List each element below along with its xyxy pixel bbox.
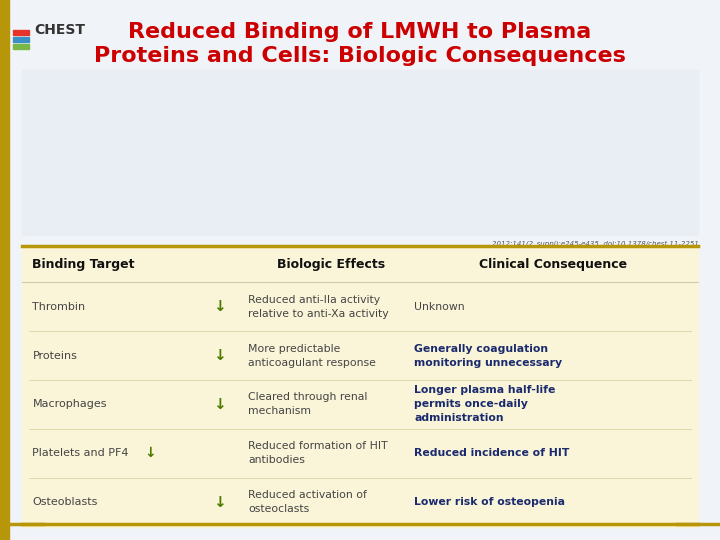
Text: M = Macrophage: M = Macrophage: [408, 218, 472, 227]
Text: ↓: ↓: [213, 495, 226, 510]
Text: CHEST: CHEST: [35, 23, 86, 37]
Text: Unknown: Unknown: [414, 302, 464, 312]
Text: Platelets and PF4: Platelets and PF4: [32, 448, 129, 458]
Text: Generally coagulation
monitoring unnecessary: Generally coagulation monitoring unneces…: [414, 343, 562, 368]
Text: EC: EC: [408, 216, 420, 231]
Text: G: G: [544, 125, 554, 138]
Text: = ATIII: = ATIII: [191, 218, 215, 227]
Text: EC = Endothelial Cell: EC = Endothelial Cell: [408, 210, 488, 219]
Text: Biologic Effects: Biologic Effects: [277, 258, 385, 271]
Text: ↓: ↓: [144, 446, 156, 460]
Text: Macrophages: Macrophages: [32, 400, 107, 409]
Text: Longer plasma half-life
permits once-daily
administration: Longer plasma half-life permits once-dai…: [414, 386, 555, 423]
Text: Clinical Consequence: Clinical Consequence: [479, 258, 626, 271]
Text: Reduced Binding of LMWH to Plasma: Reduced Binding of LMWH to Plasma: [128, 22, 592, 42]
Text: Proteins and Cells: Biologic Consequences: Proteins and Cells: Biologic Consequence…: [94, 46, 626, 66]
Text: = Other Plasma Proteins: = Other Plasma Proteins: [191, 226, 285, 235]
Text: Cleared through renal
mechanism: Cleared through renal mechanism: [248, 393, 368, 416]
Text: Binding Target: Binding Target: [32, 258, 134, 271]
Text: Lower risk of osteopenia: Lower risk of osteopenia: [414, 497, 565, 507]
Text: Proteins: Proteins: [32, 350, 77, 361]
Text: Thrombin: Thrombin: [32, 302, 86, 312]
Text: = Heparin: = Heparin: [191, 210, 230, 219]
Text: Osteoblasts: Osteoblasts: [32, 497, 98, 507]
Text: Reduced anti-IIa activity
relative to anti-Xa activity: Reduced anti-IIa activity relative to an…: [248, 295, 389, 319]
Text: ↓: ↓: [213, 299, 226, 314]
Text: ↓: ↓: [213, 348, 226, 363]
Text: ↓: ↓: [213, 397, 226, 412]
Text: Reduced formation of HIT
antibodies: Reduced formation of HIT antibodies: [248, 441, 388, 465]
Text: Reduced incidence of HIT: Reduced incidence of HIT: [414, 448, 570, 458]
Text: Reduced activation of
osteoclasts: Reduced activation of osteoclasts: [248, 490, 367, 514]
Text: ← M: ← M: [603, 125, 622, 134]
Text: 2012;141(2_suppl):e245-e435. doi:10.1378/chest.11-2251: 2012;141(2_suppl):e245-e435. doi:10.1378…: [492, 240, 698, 247]
Text: More predictable
anticoagulant response: More predictable anticoagulant response: [248, 343, 377, 368]
